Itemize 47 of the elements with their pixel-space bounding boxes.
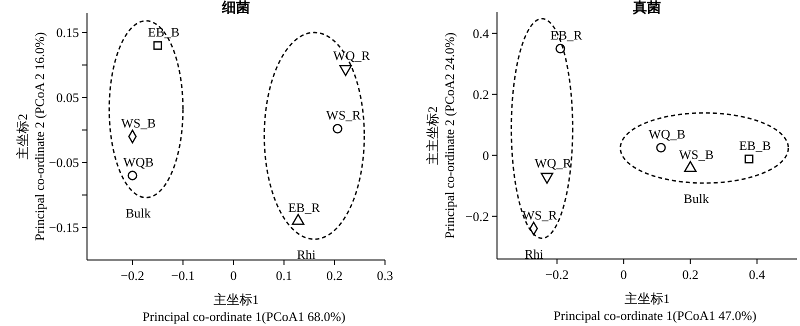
y-tick-label: 0.15 <box>56 25 79 40</box>
y-tick-label: 0.4 <box>472 26 490 41</box>
annotation: Rhi <box>524 246 544 262</box>
x-tick-label: −0.2 <box>120 268 144 283</box>
x-tick-label: 0 <box>620 267 627 282</box>
annotation: Rhi <box>296 247 316 262</box>
y-tick-label: 0.2 <box>472 86 489 102</box>
annotation: Bulk <box>684 191 710 206</box>
series-label: WS_R <box>522 208 558 223</box>
x-tick-label: 0.1 <box>276 268 292 283</box>
x-tick-label: 0.4 <box>748 267 766 282</box>
x-axis-title: 主坐标1 Principal co-ordinate 1(PCoA1 68.0%) <box>142 292 346 324</box>
x-tick-label: 0.2 <box>682 267 698 282</box>
series-label: WS_B <box>678 147 714 162</box>
point <box>332 124 342 134</box>
series-label: EB_R <box>550 28 583 43</box>
x-tick-label: 0 <box>230 268 237 283</box>
x-tick-label: 0.2 <box>326 268 343 283</box>
x-axis-title: 主坐标1 Principal co-ordinate 1(PCoA1 47.0%) <box>554 291 756 323</box>
series-label: WS_R <box>326 108 362 123</box>
series-label: WQ_R <box>333 48 370 63</box>
series-label: WQ_R <box>534 156 572 171</box>
point <box>339 64 352 76</box>
y-tick-label: 0.05 <box>56 90 79 106</box>
point <box>128 170 138 180</box>
annotation: Bulk <box>125 206 152 221</box>
point <box>744 154 754 164</box>
point <box>656 142 666 153</box>
y-tick-label: −0.15 <box>48 220 79 236</box>
y-tick-label: −0.05 <box>48 155 79 170</box>
series-label: WS_B <box>121 116 156 130</box>
y-tick-label: 0 <box>482 148 489 163</box>
y-tick-label: −0.2 <box>465 208 489 224</box>
point <box>292 214 304 225</box>
point <box>556 44 566 54</box>
chart-title: 细菌 <box>221 0 250 16</box>
y-axis-title: 主主坐标2 Principal co-ordinate 2 (PCoA2 24.0%) <box>425 32 457 239</box>
series-label: WQ_B <box>648 126 686 142</box>
series-label: EB_B <box>739 138 772 153</box>
chart-title: 真菌 <box>632 0 661 16</box>
series-label: EB_R <box>288 200 320 215</box>
y-axis-title: 主坐标2 Principal co-ordinate 2 (PCoA 2 16.0%) <box>15 32 47 241</box>
series-label: EB_B <box>148 24 180 40</box>
series-label: WQB <box>123 154 154 170</box>
x-tick-label: 0.3 <box>376 268 394 283</box>
x-tick-label: −0.1 <box>171 268 195 283</box>
x-tick-label: −0.2 <box>545 267 569 282</box>
